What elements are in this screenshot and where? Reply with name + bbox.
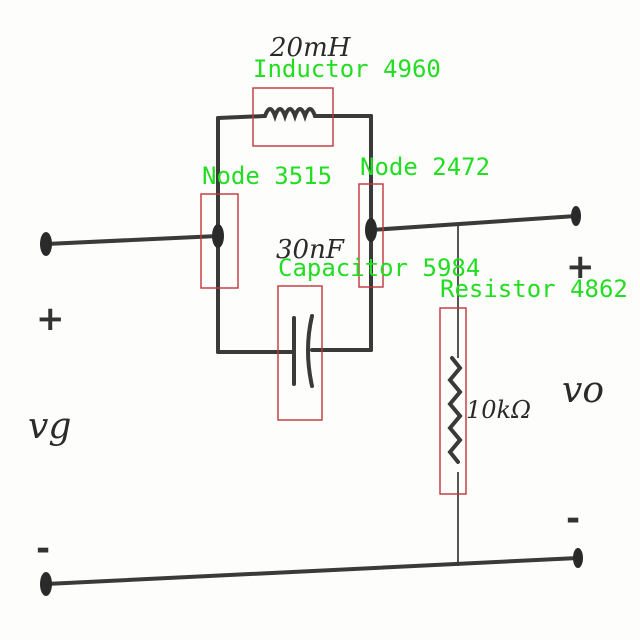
capacitor-tag: Capacitor 5984 [278, 254, 480, 282]
ground-wire [44, 556, 580, 586]
capacitor-plate-right [306, 314, 314, 388]
node-right-tag: Node 2472 [360, 153, 490, 181]
inductor-box [252, 87, 334, 147]
output-plus-sign: + [566, 247, 595, 287]
output-wire-top [369, 214, 578, 232]
resistor-tag: Resistor 4862 [440, 275, 628, 303]
wire-to-inductor [216, 114, 267, 120]
input-terminal-top [40, 232, 52, 256]
inductor-tag: Inductor 4960 [253, 55, 441, 83]
output-terminal-bottom [573, 548, 583, 568]
input-minus-sign: - [36, 529, 50, 569]
node-left-tag: Node 3515 [202, 162, 332, 190]
output-voltage-label: vo [562, 370, 604, 411]
capacitor-box [277, 285, 323, 421]
resistor-symbol [447, 356, 463, 464]
inductor-value: 20mH [269, 33, 352, 63]
inductor-symbol [263, 107, 320, 122]
node-left-box [200, 193, 239, 289]
input-terminal-bottom [40, 572, 52, 596]
capacitor-value: 30nF [276, 235, 345, 265]
node-right-dot [365, 218, 377, 242]
resistor-value: 10kΩ [466, 396, 531, 424]
node-left-dot [212, 224, 224, 248]
output-minus-sign: - [566, 499, 580, 539]
output-terminal-top [571, 206, 581, 226]
input-voltage-label: vg [28, 406, 71, 447]
node-right-box [358, 183, 384, 288]
input-wire-top [44, 234, 220, 246]
resistor-box [439, 307, 467, 495]
input-plus-sign: + [36, 299, 65, 339]
